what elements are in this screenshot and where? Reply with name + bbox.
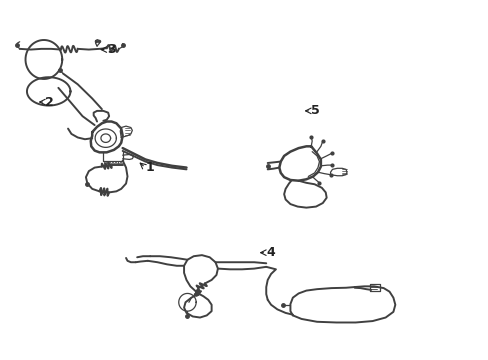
Text: 2: 2	[45, 95, 54, 108]
Text: 4: 4	[265, 246, 274, 259]
Text: 3: 3	[106, 43, 115, 56]
Text: 1: 1	[145, 161, 154, 174]
Text: 5: 5	[310, 104, 319, 117]
